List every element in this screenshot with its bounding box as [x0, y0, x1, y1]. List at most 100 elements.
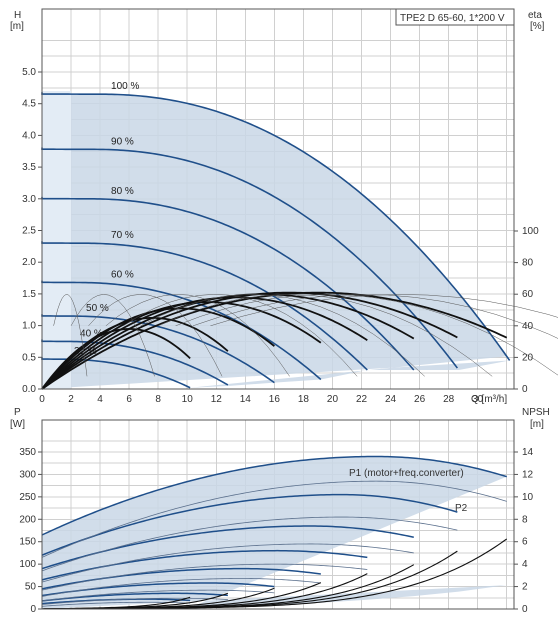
y-tick-label: 2.0	[22, 257, 36, 268]
x-tick-label: 18	[298, 394, 310, 405]
iso-line	[158, 294, 493, 377]
p2-curve	[41, 563, 368, 591]
head-efficiency-chart: 100 %90 %80 %70 %60 %50 %40 %32 %0 2 4 6 8 10…	[10, 8, 558, 405]
head-curve	[41, 196, 415, 371]
x-tick-label: 20	[327, 394, 339, 405]
x-tick-label: 16	[269, 394, 281, 405]
model-name: TPE2 D 65-60, 1*200 V	[400, 13, 505, 24]
y-tick-label: 0.0	[22, 384, 36, 395]
model-box	[395, 8, 515, 26]
low-flow-area	[42, 91, 72, 390]
x-tick-label: 22	[356, 394, 368, 405]
p2-series-label: P2	[455, 503, 468, 514]
y-tick-label: 4.5	[22, 99, 36, 110]
iso-line	[140, 294, 425, 377]
y-tick-label: 0.5	[22, 352, 36, 363]
x-tick-label: 8	[155, 394, 161, 405]
x-tick-label: 26	[414, 394, 426, 405]
p-tick-label: 200	[19, 514, 36, 525]
p1-series-label: P1 (motor+freq.converter)	[349, 468, 464, 479]
x-tick-label: 28	[443, 394, 455, 405]
power-npsh-chart: 0 50 100 150 200 250 300 350 0 2 4 6 8 10 12 14 P[W] NPSH…	[10, 407, 550, 615]
npsh-tick-label: 4	[522, 559, 528, 570]
x-axis-label: Q [m³/h]	[471, 394, 507, 405]
p-axis-label: P	[14, 407, 21, 418]
iso-line	[123, 294, 358, 377]
x-tick-label: 14	[240, 394, 252, 405]
iso-line	[70, 294, 155, 377]
npsh-axis-label: NPSH	[522, 407, 550, 418]
p-tick-label: 250	[19, 492, 36, 503]
p2-curve	[41, 601, 191, 607]
npsh-axis-unit: [m]	[530, 419, 544, 430]
p2-curve	[41, 589, 275, 602]
y-tick-label: 2.5	[22, 226, 36, 237]
p2-curve	[41, 516, 458, 572]
head-curve-label: 40 %	[80, 328, 103, 339]
x-tick-label: 30	[472, 394, 484, 405]
head-curve	[41, 147, 458, 369]
y-tick-label: 3.0	[22, 194, 36, 205]
head-curve	[41, 241, 368, 371]
p1-curve	[41, 493, 458, 556]
y-tick-label: 1.5	[22, 289, 36, 300]
p-tick-label: 150	[19, 537, 36, 548]
head-curve-label: 90 %	[111, 136, 134, 147]
p-tick-label: 300	[19, 469, 36, 480]
iso-line	[88, 294, 223, 377]
eta-tick-label: 20	[522, 352, 534, 363]
x-tick-label: 4	[97, 394, 103, 405]
p2-curve	[41, 597, 228, 605]
x-tick-label: 10	[182, 394, 194, 405]
eta-curve	[41, 307, 275, 390]
eta-curve	[41, 328, 191, 390]
p1-curve	[41, 455, 507, 536]
eta-tick-label: 0	[522, 384, 528, 395]
npsh-tick-label: 12	[522, 469, 534, 480]
iso-line	[175, 294, 558, 376]
y-tick-label: 4.0	[22, 130, 36, 141]
npsh-tick-label: 10	[522, 492, 534, 503]
iso-line	[210, 294, 558, 327]
eta-curve	[41, 301, 322, 390]
npsh-tick-label: 14	[522, 447, 534, 458]
p2-curve	[41, 578, 321, 597]
npsh-tick-label: 6	[522, 537, 528, 548]
p-tick-label: 100	[19, 559, 36, 570]
head-curve-label: 80 %	[111, 186, 134, 197]
x-tick-label: 0	[39, 394, 45, 405]
head-curve-label: 100 %	[111, 81, 139, 92]
x-tick-label: 2	[68, 394, 74, 405]
x-tick-label: 24	[385, 394, 397, 405]
eta-tick-label: 80	[522, 258, 534, 269]
p1-curve	[41, 592, 228, 602]
x-tick-label: 12	[211, 394, 223, 405]
head-curve	[41, 339, 229, 386]
head-curve-label: 70 %	[111, 230, 134, 241]
p2-curve	[41, 543, 414, 583]
head-curve-label: 60 %	[111, 269, 134, 280]
eta-curve	[41, 293, 415, 390]
y-axis-label: H	[14, 10, 21, 21]
iso-line	[53, 294, 88, 377]
y-tick-label: 3.5	[22, 162, 36, 173]
p2-curve	[41, 480, 507, 558]
y-tick-label: 1.0	[22, 321, 36, 332]
p-tick-label: 0	[30, 604, 36, 615]
npsh-tick-label: 8	[522, 514, 528, 525]
head-curve	[41, 92, 511, 361]
eta-axis-label: eta	[528, 10, 542, 21]
npsh-tick-label: 2	[522, 582, 528, 593]
iso-line	[105, 294, 290, 377]
eta-curve	[41, 296, 368, 390]
eta-axis-unit: [%]	[530, 21, 545, 32]
y-axis-unit: [m]	[10, 21, 24, 32]
npsh-tick-label: 0	[522, 604, 528, 615]
head-curve	[41, 280, 322, 381]
p-tick-label: 350	[19, 447, 36, 458]
eta-tick-label: 40	[522, 321, 534, 332]
y-tick-label: 5.0	[22, 67, 36, 78]
p-axis-unit: [W]	[10, 419, 25, 430]
head-curve-label: 50 %	[86, 303, 109, 314]
